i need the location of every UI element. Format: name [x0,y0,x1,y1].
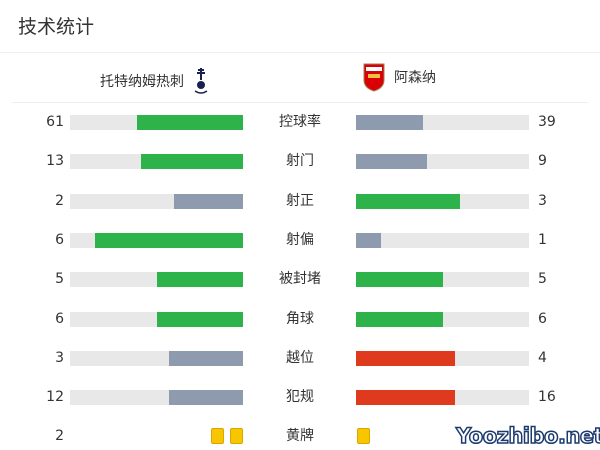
away-bar [356,390,529,406]
home-bar-fill [173,193,243,209]
home-bar-fill [140,154,243,170]
away-bar [356,272,529,288]
away-value: 9 [538,153,547,170]
home-value: 61 [46,114,64,130]
home-bar [70,193,243,209]
home-bar-fill [156,311,243,327]
divider [12,102,588,103]
home-bar-fill [168,390,243,406]
arsenal-crest-icon [363,63,385,92]
away-bar [356,154,529,170]
away-bar-fill [356,272,443,288]
home-value: 2 [55,428,64,444]
stat-row-yellow-cards: 2 黄牌 [0,426,600,446]
stat-label: 控球率 [279,114,321,130]
stat-row: 61 控球率 39 [0,112,600,132]
home-value: 13 [46,153,64,170]
home-bar-fill [94,232,243,248]
away-bar-fill [356,390,455,406]
home-value: 6 [55,310,64,327]
home-value: 2 [55,192,64,209]
away-value: 3 [538,192,547,209]
away-value: 1 [538,231,547,248]
home-bar-fill [156,272,243,288]
stat-row: 12 犯规 16 [0,387,600,407]
stat-label: 角球 [286,310,314,327]
stat-row: 6 射偏 1 [0,230,600,250]
home-team-name: 托特纳姆热刺 [100,74,184,90]
stat-row: 6 角球 6 [0,309,600,329]
home-bar [70,390,243,406]
away-value: 16 [538,389,556,406]
yellow-card-icon [230,428,243,444]
stat-row: 13 射门 9 [0,151,600,171]
home-bar-fill [168,350,243,366]
away-value: 5 [538,271,547,288]
yellow-card-icon [357,428,370,444]
away-value: 39 [538,114,556,130]
home-bar [70,115,243,130]
stat-label: 黄牌 [286,428,314,444]
stat-label: 越位 [286,349,314,366]
home-bar [70,350,243,366]
away-bar-fill [356,232,381,248]
away-bar-fill [356,311,443,327]
away-bar-fill [356,193,460,209]
stat-label: 射正 [286,192,314,209]
watermark: Yoozhibo.net [455,423,600,449]
page-title: 技术统计 [18,16,95,38]
stat-label: 犯规 [286,389,314,406]
away-value: 4 [538,349,547,366]
home-bar [70,272,243,288]
home-value: 6 [55,231,64,248]
divider [0,52,600,53]
home-bar-fill [137,115,243,130]
home-value: 3 [55,349,64,366]
away-bar [356,193,529,209]
stat-label: 射偏 [286,231,314,248]
stat-row: 5 被封堵 5 [0,269,600,289]
away-team: 阿森纳 [362,62,436,92]
away-bar [356,115,529,130]
away-bar-fill [356,154,427,170]
away-bar-fill [356,115,424,130]
away-bar-fill [356,350,455,366]
home-value: 12 [46,389,64,406]
yellow-card-icon [211,428,224,444]
away-bar [356,311,529,327]
home-team: 托特纳姆热刺 [100,66,210,96]
away-team-name: 阿森纳 [394,70,436,86]
home-bar [70,311,243,327]
away-bar [356,232,529,248]
stat-label: 被封堵 [279,271,321,288]
away-bar [356,350,529,366]
away-value: 6 [538,310,547,327]
stat-row: 3 越位 4 [0,348,600,368]
home-bar [70,154,243,170]
home-value: 5 [55,271,64,288]
home-bar [70,232,243,248]
tottenham-crest-icon [194,68,208,94]
stat-label: 射门 [286,153,314,170]
stat-row: 2 射正 3 [0,191,600,211]
